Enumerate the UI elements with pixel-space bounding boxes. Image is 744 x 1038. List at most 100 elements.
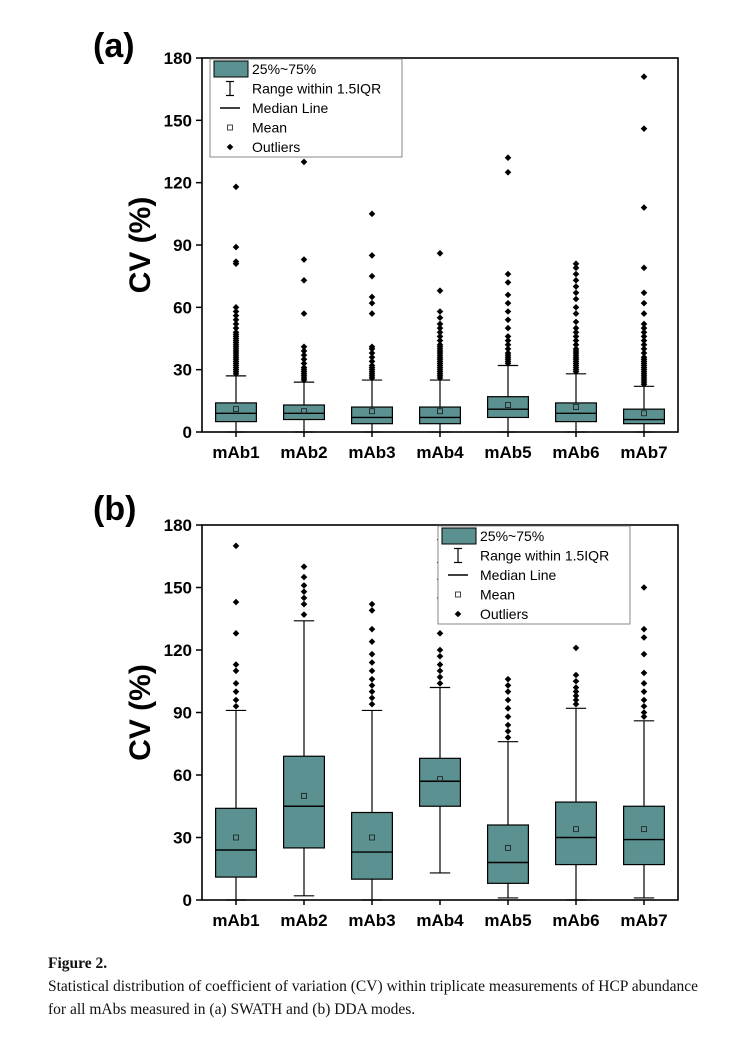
mean-marker bbox=[233, 406, 239, 413]
panel-b: (b) CV (%) 0 30 60 90 120 150 180 mAb1 mAb2 mAb3 mAb… bbox=[93, 490, 679, 930]
outlier-point bbox=[300, 347, 308, 355]
x-tick-label: mAb4 bbox=[416, 443, 464, 462]
outlier-point bbox=[300, 611, 308, 618]
outlier-point bbox=[232, 243, 240, 251]
outlier-point bbox=[504, 696, 512, 704]
outlier-point bbox=[368, 694, 376, 702]
iqr-box bbox=[622, 805, 665, 866]
outlier-point bbox=[232, 304, 240, 311]
outlier-point bbox=[232, 308, 240, 315]
outlier-point bbox=[640, 125, 648, 132]
y-tick-label: 90 bbox=[173, 236, 192, 255]
y-tick-label: 180 bbox=[164, 516, 192, 535]
legend-mean-symbol bbox=[455, 591, 461, 598]
legend-label-mean: Mean bbox=[480, 587, 515, 603]
outlier-point bbox=[504, 688, 512, 695]
outlier-point bbox=[232, 542, 240, 550]
outlier-point bbox=[504, 682, 512, 689]
outlier-point bbox=[436, 667, 444, 675]
outlier-point bbox=[232, 688, 240, 695]
outlier-point bbox=[572, 318, 580, 326]
outlier-point bbox=[232, 258, 240, 265]
legend-outlier-symbol bbox=[226, 143, 234, 151]
mean-marker bbox=[301, 408, 307, 415]
outlier-point bbox=[368, 210, 376, 218]
y-tick-label: 30 bbox=[173, 361, 192, 380]
y-tick-label: 180 bbox=[164, 49, 192, 68]
x-tick-label: mAb6 bbox=[552, 911, 599, 930]
mean-marker bbox=[573, 404, 579, 410]
outlier-point bbox=[504, 675, 512, 683]
outlier-point bbox=[572, 692, 580, 700]
outlier-point bbox=[368, 625, 376, 633]
x-tick-label: mAb5 bbox=[484, 443, 531, 462]
outlier-point bbox=[232, 630, 240, 637]
outlier-point bbox=[640, 324, 648, 332]
outlier-point bbox=[504, 154, 512, 162]
outlier-point bbox=[300, 573, 308, 581]
mean-marker bbox=[641, 410, 647, 417]
outlier-point bbox=[300, 360, 308, 367]
outlier-point bbox=[368, 299, 376, 307]
outlier-point bbox=[232, 680, 240, 687]
figure-canvas: (a) CV (%) 0 30 60 90 120 150 180 mAb1 mAb2 mAb3 mAb… bbox=[93, 27, 679, 930]
outlier-point bbox=[640, 289, 648, 297]
iqr-box bbox=[283, 755, 326, 849]
mean-marker bbox=[233, 834, 239, 841]
outlier-point bbox=[436, 287, 444, 295]
x-tick-label: mAb7 bbox=[620, 443, 667, 462]
outlier-point bbox=[300, 351, 308, 359]
outlier-point bbox=[232, 312, 240, 319]
outlier-point bbox=[300, 310, 308, 317]
outlier-point bbox=[300, 158, 308, 166]
outlier-point bbox=[640, 345, 648, 353]
outlier-point bbox=[572, 310, 580, 317]
outlier-point bbox=[572, 688, 580, 695]
legend-label-box: 25%~75% bbox=[480, 528, 544, 544]
outlier-point bbox=[640, 310, 648, 317]
caption-text: Statistical distribution of coefficient … bbox=[48, 978, 698, 1018]
outlier-point bbox=[572, 260, 580, 267]
outlier-point bbox=[640, 709, 648, 716]
box-mAb3 bbox=[351, 210, 394, 433]
outlier-point bbox=[504, 713, 512, 720]
mean-marker bbox=[573, 826, 579, 833]
outlier-point bbox=[640, 299, 648, 307]
legend-label-box: 25%~75% bbox=[252, 61, 316, 77]
outlier-point bbox=[368, 688, 376, 695]
iqr-box bbox=[215, 402, 258, 423]
outlier-point bbox=[572, 337, 580, 344]
outlier-point bbox=[504, 333, 512, 340]
y-tick-label: 60 bbox=[173, 298, 192, 317]
outlier-point bbox=[504, 279, 512, 286]
outlier-point bbox=[300, 355, 308, 363]
y-tick-label: 120 bbox=[164, 641, 192, 660]
outlier-point bbox=[640, 584, 648, 591]
outlier-point bbox=[504, 324, 512, 332]
y-tick-label: 120 bbox=[164, 174, 192, 193]
iqr-box bbox=[487, 396, 530, 419]
iqr-box bbox=[554, 801, 597, 866]
outlier-point bbox=[300, 563, 308, 570]
caption-title: Figure 2. bbox=[48, 955, 108, 972]
outlier-point bbox=[572, 264, 580, 272]
outlier-point bbox=[368, 607, 376, 614]
outlier-point bbox=[436, 320, 444, 328]
outlier-point bbox=[640, 320, 648, 328]
outlier-point bbox=[640, 696, 648, 704]
outlier-point bbox=[368, 272, 376, 280]
outlier-point bbox=[232, 702, 240, 710]
outlier-point bbox=[572, 671, 580, 679]
iqr-box bbox=[622, 408, 665, 425]
mean-marker bbox=[369, 834, 375, 841]
outlier-point bbox=[640, 328, 648, 336]
box-mAb4 bbox=[419, 250, 462, 433]
outlier-point bbox=[640, 680, 648, 687]
y-tick-label: 90 bbox=[173, 704, 192, 723]
outlier-point bbox=[368, 252, 376, 259]
legend-label-outliers: Outliers bbox=[480, 606, 528, 622]
outlier-point bbox=[504, 270, 512, 278]
outlier-point bbox=[640, 333, 648, 340]
x-tick-label: mAb1 bbox=[212, 911, 259, 930]
legend: 25%~75% Range within 1.5IQR Median Line Mea… bbox=[437, 525, 631, 625]
